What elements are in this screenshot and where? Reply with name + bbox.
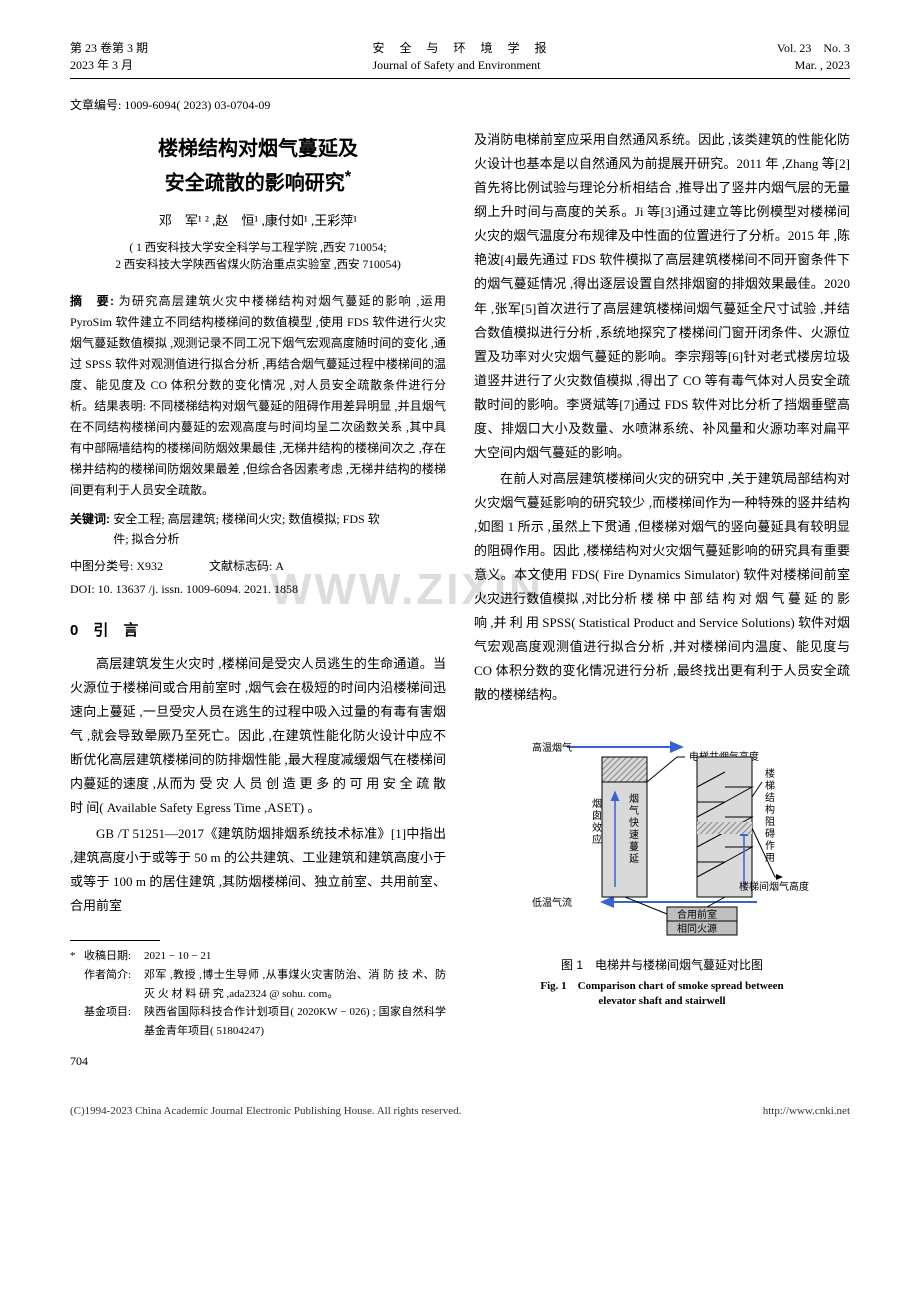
footnote-author: 作者简介: 邓军 ,教授 ,博士生导师 ,从事煤火灾害防治、消 防 技 术、防 … — [70, 966, 446, 1003]
header-right: Vol. 23 No. 3 Mar. , 2023 — [777, 40, 850, 74]
left-column: 楼梯结构对烟气蔓延及 安全疏散的影响研究* 邓 军¹ ² ,赵 恒¹ ,康付如¹… — [70, 128, 446, 1072]
author-bio-label: 作者简介: — [84, 966, 144, 1003]
author-bio: 邓军 ,教授 ,博士生导师 ,从事煤火灾害防治、消 防 技 术、防 灭 火 材 … — [144, 966, 446, 1003]
fig-label-hot-smoke: 高温烟气 — [532, 741, 572, 754]
two-column-body: 楼梯结构对烟气蔓延及 安全疏散的影响研究* 邓 军¹ ² ,赵 恒¹ ,康付如¹… — [70, 128, 850, 1072]
figure-1: 高温烟气 低温气流 烟囱效应 烟气快速蔓延 电梯井烟气高度 — [474, 727, 850, 1009]
fig-label-chimney: 烟囱效应 — [592, 797, 602, 846]
page-number: 704 — [70, 1051, 446, 1073]
received-label: 收稿日期: — [84, 947, 144, 966]
classification: 中图分类号: X932 文献标志码: A — [70, 556, 446, 578]
title-line-2: 安全疏散的影响研究 — [165, 173, 345, 195]
paragraph-3: 及消防电梯前室应采用自然通风系统。因此 ,该类建筑的性能化防火设计也基本是以自然… — [474, 128, 850, 465]
keywords-line-2: 件; 拟合分析 — [70, 529, 446, 549]
header-date-en: Mar. , 2023 — [777, 57, 850, 74]
clc-label: 中图分类号: — [70, 559, 136, 573]
paragraph-1: 高层建筑发生火灾时 ,楼梯间是受灾人员逃生的生命通道。当火源位于楼梯间或合用前室… — [70, 652, 446, 820]
right-column: 及消防电梯前室应采用自然通风系统。因此 ,该类建筑的性能化防火设计也基本是以自然… — [474, 128, 850, 1072]
running-header: 第 23 卷第 3 期 2023 年 3 月 安 全 与 环 境 学 报 Jou… — [70, 40, 850, 74]
title-footnote-mark: * — [345, 167, 351, 186]
doi: DOI: 10. 13637 /j. issn. 1009-6094. 2021… — [70, 579, 446, 601]
paragraph-4: 在前人对高层建筑楼梯间火灾的研究中 ,关于建筑局部结构对火灾烟气蔓延影响的研究较… — [474, 467, 850, 707]
paragraph-2: GB /T 51251—2017《建筑防烟排烟系统技术标准》[1]中指出 ,建筑… — [70, 822, 446, 918]
figure-1-svg: 高温烟气 低温气流 烟囱效应 烟气快速蔓延 电梯井烟气高度 — [507, 727, 817, 947]
footnotes: * 收稿日期: 2021 − 10 − 21 作者简介: 邓军 ,教授 ,博士生… — [70, 947, 446, 1040]
clc-value: X932 — [136, 559, 163, 573]
fig-label-stair-height: 楼梯间烟气高度 — [739, 880, 809, 893]
fig-label-cold-air: 低温气流 — [532, 896, 572, 909]
doc-code-label: 文献标志码: — [209, 559, 275, 573]
doc-code-value: A — [275, 559, 284, 573]
section-0-heading: 0 引 言 — [70, 617, 446, 644]
footnote-separator — [70, 940, 160, 941]
header-center: 安 全 与 环 境 学 报 Journal of Safety and Envi… — [372, 40, 552, 74]
fig-label-stair-block: 楼梯结构阻碍作用 — [765, 767, 775, 864]
fig-label-fire-source: 相同火源 — [677, 922, 717, 935]
fig-label-vestibule: 合用前室 — [677, 908, 717, 921]
abstract-label: 摘 要: — [70, 294, 119, 308]
keywords-line-1: 安全工程; 高层建筑; 楼梯间火灾; 数值模拟; FDS 软 — [113, 512, 379, 526]
fig-label-fast: 烟气快速蔓延 — [629, 792, 639, 865]
header-rule — [70, 78, 850, 79]
footnote-received: * 收稿日期: 2021 − 10 − 21 — [70, 947, 446, 966]
header-vol-issue: 第 23 卷第 3 期 — [70, 40, 148, 57]
footnote-funding: 基金项目: 陕西省国际科技合作计划项目( 2020KW − 026) ; 国家自… — [70, 1003, 446, 1040]
affiliations: ( 1 西安科技大学安全科学与工程学院 ,西安 710054; 2 西安科技大学… — [70, 240, 446, 275]
journal-title-en: Journal of Safety and Environment — [372, 57, 552, 74]
journal-title-cn: 安 全 与 环 境 学 报 — [372, 40, 552, 57]
abstract: 摘 要: 为研究高层建筑火灾中楼梯结构对烟气蔓延的影响 ,运用 PyroSim … — [70, 291, 446, 501]
article-id: 文章编号: 1009-6094( 2023) 03-0704-09 — [70, 95, 850, 117]
abstract-text: 为研究高层建筑火灾中楼梯结构对烟气蔓延的影响 ,运用 PyroSim 软件建立不… — [70, 294, 446, 497]
authors: 邓 军¹ ² ,赵 恒¹ ,康付如¹ ,王彩萍¹ — [70, 209, 446, 232]
keywords: 关键词: 安全工程; 高层建筑; 楼梯间火灾; 数值模拟; FDS 软 件; 拟… — [70, 509, 446, 550]
page: 第 23 卷第 3 期 2023 年 3 月 安 全 与 环 境 学 报 Jou… — [70, 40, 850, 1122]
title-line-1: 楼梯结构对烟气蔓延及 — [158, 138, 358, 160]
header-left: 第 23 卷第 3 期 2023 年 3 月 — [70, 40, 148, 74]
publisher-url: http://www.cnki.net — [763, 1102, 850, 1122]
keywords-label: 关键词: — [70, 512, 113, 526]
figure-1-caption-cn: 图 1 电梯井与楼梯间烟气蔓延对比图 — [474, 955, 850, 977]
affiliation-1: ( 1 西安科技大学安全科学与工程学院 ,西安 710054; — [70, 240, 446, 257]
header-vol-en: Vol. 23 No. 3 — [777, 40, 850, 57]
header-date: 2023 年 3 月 — [70, 57, 148, 74]
received-date: 2021 − 10 − 21 — [144, 947, 446, 966]
affiliation-2: 2 西安科技大学陕西省煤火防治重点实验室 ,西安 710054) — [70, 257, 446, 274]
figure-1-caption-en: Fig. 1 Comparison chart of smoke spread … — [474, 979, 850, 1010]
funding-label: 基金项目: — [84, 1003, 144, 1040]
copyright-text: (C)1994-2023 China Academic Journal Elec… — [70, 1102, 461, 1122]
funding-text: 陕西省国际科技合作计划项目( 2020KW − 026) ; 国家自然科学基金青… — [144, 1003, 446, 1040]
publisher-footer: (C)1994-2023 China Academic Journal Elec… — [70, 1102, 850, 1122]
article-title: 楼梯结构对烟气蔓延及 安全疏散的影响研究* — [70, 134, 446, 199]
